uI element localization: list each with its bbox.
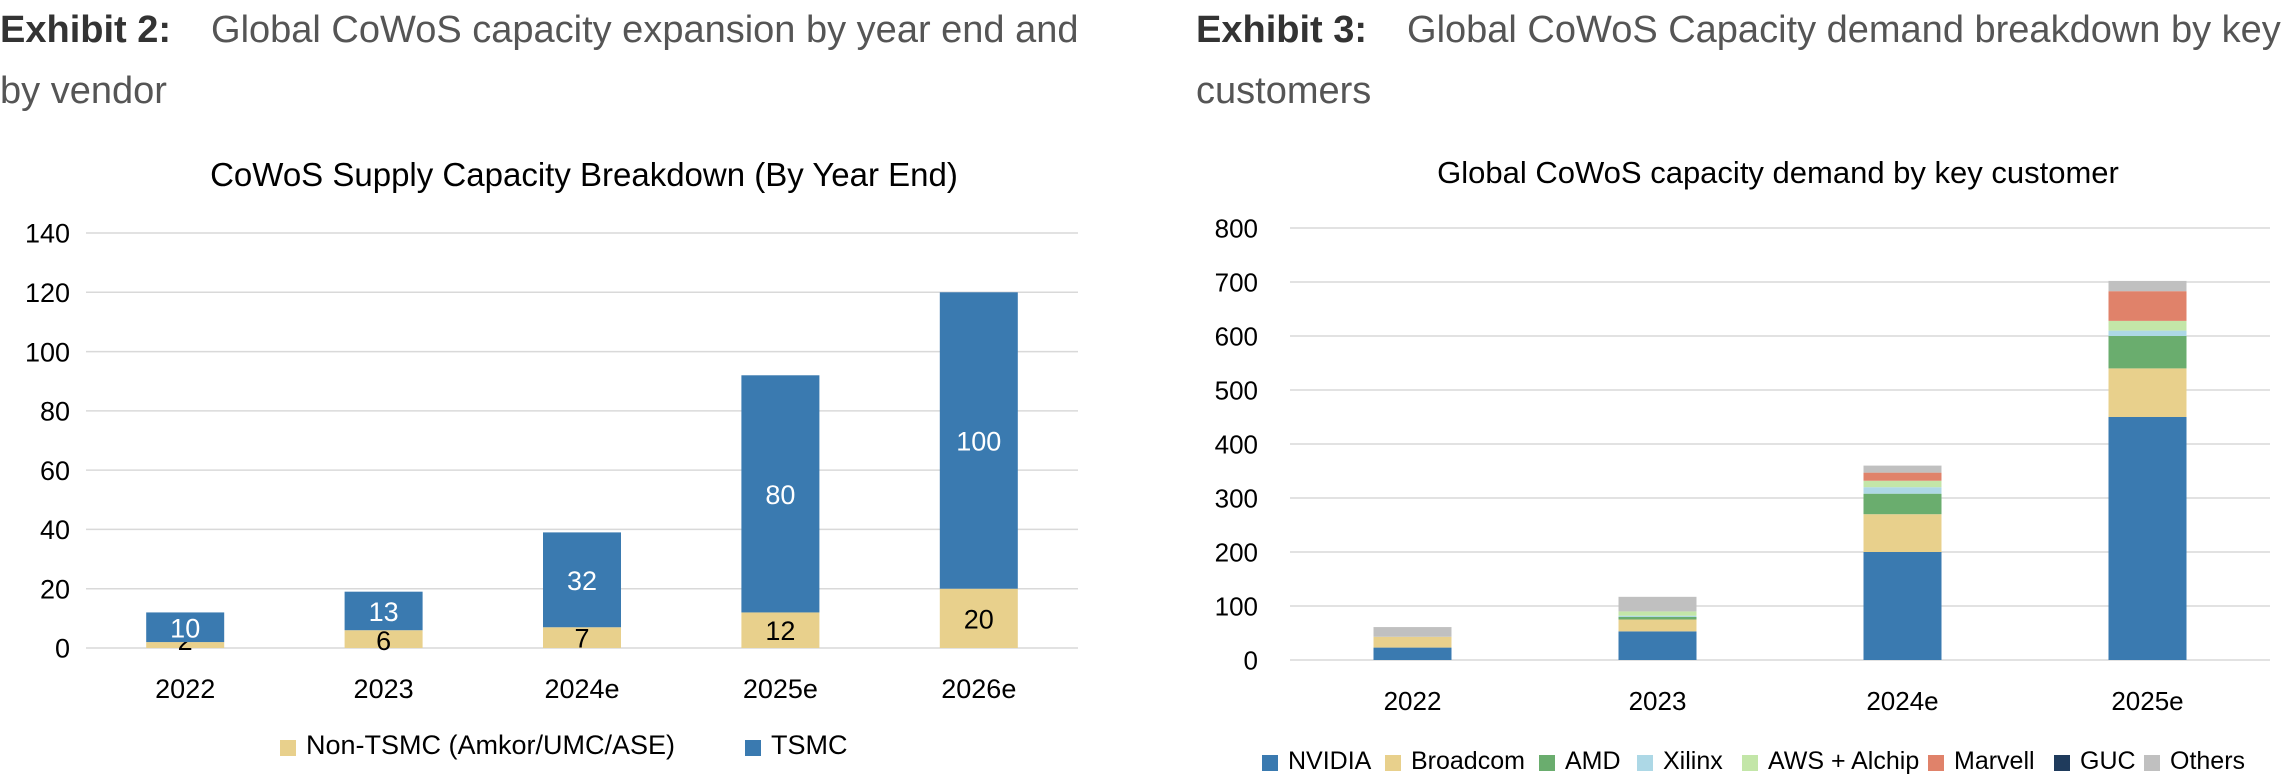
supply-y-tick-label: 100	[25, 337, 70, 367]
demand-y-tick-label: 300	[1215, 483, 1258, 513]
exhibit-2-caption: Global CoWoS capacity expansion by year …	[0, 9, 1079, 112]
supply-bar-segment	[344, 591, 423, 631]
demand-bar-segment	[1373, 627, 1452, 637]
demand-bar-segment	[1863, 552, 1942, 660]
demand-bar-segment	[1373, 647, 1452, 660]
supply-data-label: 7	[574, 624, 589, 654]
demand-bar-segment	[2108, 417, 2187, 660]
demand-category-label: 2023	[1629, 686, 1687, 716]
demand-y-tick-label: 700	[1215, 267, 1258, 297]
supply-data-label: 13	[369, 597, 399, 627]
supply-data-label: 32	[567, 566, 597, 596]
demand-y-tick-label: 100	[1215, 591, 1258, 621]
supply-y-tick-label: 40	[40, 515, 70, 545]
demand-bar-segment	[2108, 368, 2187, 417]
demand-bar-segment	[2108, 336, 2187, 369]
supply-data-label: 20	[964, 604, 994, 634]
demand-y-tick-label: 0	[1244, 645, 1258, 675]
demand-category-label: 2025e	[2111, 686, 2183, 716]
demand-bar-segment	[1863, 472, 1942, 481]
supply-data-label: 12	[765, 616, 795, 646]
demand-bar-segment	[1618, 615, 1697, 617]
demand-bar-segment	[1863, 487, 1942, 494]
demand-bar-segment	[1863, 493, 1942, 515]
demand-legend-label: AWS + Alchip	[1768, 747, 1919, 775]
demand-legend-swatch	[1539, 755, 1555, 771]
supply-category-label: 2024e	[544, 674, 619, 704]
demand-y-tick-label: 600	[1215, 321, 1258, 351]
demand-bar-segment	[2108, 320, 2187, 331]
supply-bar-segment	[741, 375, 820, 613]
demand-bar-segment	[1618, 631, 1697, 660]
demand-y-tick-label: 500	[1215, 375, 1258, 405]
demand-legend-swatch	[1262, 755, 1278, 771]
demand-legend-label: NVIDIA	[1288, 747, 1372, 775]
supply-bar-segment	[939, 588, 1018, 648]
supply-bar-segment	[543, 627, 621, 648]
demand-bar-segment	[2108, 330, 2187, 336]
demand-bar-segment	[1618, 611, 1697, 616]
demand-bar-segment	[2108, 291, 2187, 321]
supply-category-label: 2022	[155, 674, 215, 704]
demand-category-label: 2024e	[1866, 686, 1938, 716]
supply-bar-segment	[543, 532, 621, 628]
demand-y-tick-label: 200	[1215, 537, 1258, 567]
demand-bar-segment	[1373, 636, 1452, 648]
supply-chart-title: CoWoS Supply Capacity Breakdown (By Year…	[210, 156, 958, 193]
demand-bar-segment	[1863, 465, 1942, 473]
exhibit-3-label: Exhibit 3:	[1196, 9, 1368, 51]
supply-y-tick-label: 0	[55, 634, 70, 664]
supply-bar-segment	[939, 292, 1018, 589]
supply-category-label: 2023	[354, 674, 414, 704]
demand-legend-label: Marvell	[1954, 747, 2035, 775]
demand-bar-segment	[1618, 616, 1697, 620]
demand-legend-label: GUC	[2080, 747, 2136, 775]
demand-legend-swatch	[1742, 755, 1758, 771]
supply-legend-label: Non-TSMC (Amkor/UMC/ASE)	[306, 730, 675, 760]
supply-y-tick-label: 20	[40, 574, 70, 604]
demand-legend-label: AMD	[1565, 747, 1621, 775]
supply-bar-segment	[146, 612, 225, 643]
demand-legend-label: Xilinx	[1663, 747, 1723, 775]
exhibit-2-label: Exhibit 2:	[0, 9, 172, 51]
demand-category-label: 2022	[1384, 686, 1442, 716]
demand-bar-segment	[1863, 480, 1942, 488]
demand-y-tick-label: 400	[1215, 429, 1258, 459]
demand-y-tick-label: 800	[1215, 213, 1258, 243]
supply-y-tick-label: 60	[40, 456, 70, 486]
demand-chart-title: Global CoWoS capacity demand by key cust…	[1437, 155, 2119, 190]
exhibit-3-caption: Global CoWoS Capacity demand breakdown b…	[1196, 9, 2281, 112]
supply-category-label: 2026e	[941, 674, 1016, 704]
supply-bar-segment	[146, 642, 225, 648]
supply-bar-segment	[344, 630, 423, 648]
supply-legend-swatch	[280, 740, 296, 756]
demand-legend-swatch	[2144, 755, 2160, 771]
supply-y-tick-label: 80	[40, 397, 70, 427]
supply-legend-swatch	[745, 740, 761, 756]
supply-data-label: 80	[765, 480, 795, 510]
demand-legend-swatch	[2054, 755, 2070, 771]
supply-y-tick-label: 140	[25, 219, 70, 249]
supply-bar-segment	[741, 612, 820, 648]
demand-bar-segment	[1863, 514, 1942, 552]
exhibit-2-heading: Exhibit 2: Global CoWoS capacity expansio…	[0, 0, 1120, 122]
supply-data-label: 6	[376, 626, 391, 656]
supply-legend-label: TSMC	[771, 730, 848, 760]
demand-legend-swatch	[1928, 755, 1944, 771]
exhibit-3-heading: Exhibit 3: Global CoWoS Capacity demand b…	[1196, 0, 2284, 122]
supply-category-label: 2025e	[743, 674, 818, 704]
demand-legend-label: Others	[2170, 747, 2245, 775]
demand-bar-segment	[1618, 596, 1697, 612]
demand-bar-segment	[1618, 619, 1697, 632]
supply-y-tick-label: 120	[25, 278, 70, 308]
demand-bar-segment	[2108, 280, 2187, 292]
demand-legend-swatch	[1385, 755, 1401, 771]
supply-data-label: 10	[170, 613, 200, 643]
demand-legend-swatch	[1637, 755, 1653, 771]
supply-data-label: 100	[956, 427, 1001, 457]
demand-legend-label: Broadcom	[1411, 747, 1525, 775]
